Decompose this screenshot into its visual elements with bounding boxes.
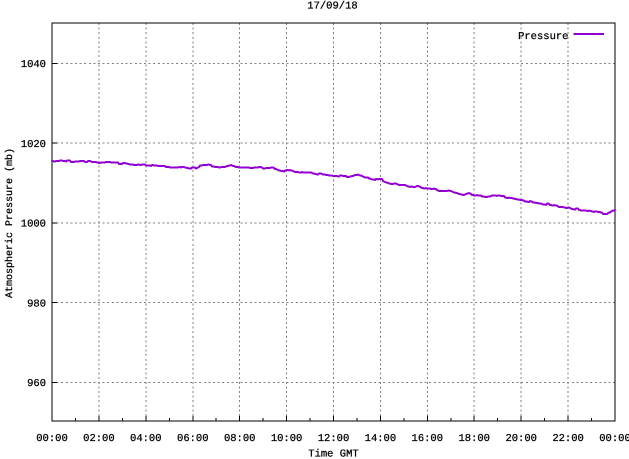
svg-text:1020: 1020 <box>21 139 46 151</box>
svg-text:Atmospheric Pressure (mb): Atmospheric Pressure (mb) <box>4 148 16 298</box>
svg-text:14:00: 14:00 <box>365 433 397 445</box>
svg-text:00:00: 00:00 <box>599 433 629 445</box>
svg-text:16:00: 16:00 <box>412 433 444 445</box>
svg-text:Pressure: Pressure <box>518 31 568 43</box>
svg-text:20:00: 20:00 <box>505 433 537 445</box>
svg-text:960: 960 <box>27 378 46 390</box>
svg-text:17/09/18: 17/09/18 <box>307 0 357 12</box>
svg-text:08:00: 08:00 <box>224 433 256 445</box>
svg-text:Time GMT: Time GMT <box>308 449 358 459</box>
svg-text:22:00: 22:00 <box>552 433 584 445</box>
svg-text:04:00: 04:00 <box>130 433 162 445</box>
svg-text:10:00: 10:00 <box>271 433 303 445</box>
svg-text:12:00: 12:00 <box>318 433 350 445</box>
svg-text:00:00: 00:00 <box>36 433 68 445</box>
svg-text:1000: 1000 <box>21 219 46 231</box>
svg-text:1040: 1040 <box>21 59 46 71</box>
svg-text:980: 980 <box>27 298 46 310</box>
svg-text:02:00: 02:00 <box>83 433 115 445</box>
svg-text:18:00: 18:00 <box>458 433 490 445</box>
svg-text:06:00: 06:00 <box>177 433 209 445</box>
